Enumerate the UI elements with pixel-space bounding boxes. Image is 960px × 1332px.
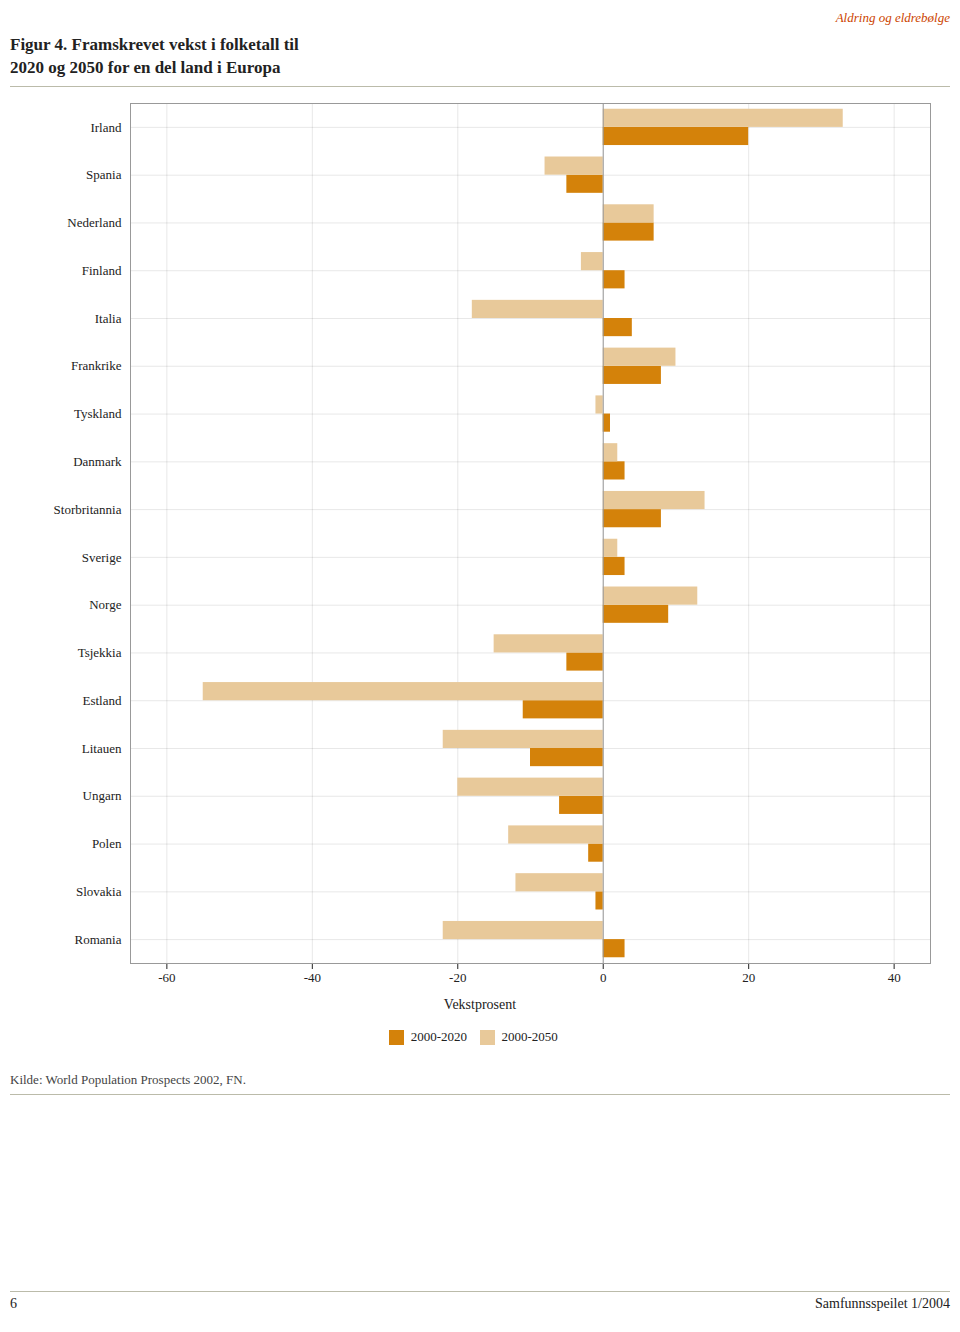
html-text:Figur 4. Framskrevet vekst i f: Figur 4. Framskrevet vekst i folketall t…	[10, 35, 299, 77]
svg-text:40: 40	[888, 970, 901, 985]
svg-text:Danmark: Danmark	[73, 454, 122, 469]
html-text:2000-2020: 2000-2020	[410, 1029, 467, 1045]
svg-text:20: 20	[742, 970, 755, 985]
svg-text:-20: -20	[449, 970, 466, 985]
html-text:Aldring og eldrebølge: Aldring og eldrebølge	[835, 10, 950, 25]
svg-text:Ungarn: Ungarn	[83, 788, 122, 803]
svg-text:-60: -60	[158, 970, 175, 985]
svg-text:Storbritannia: Storbritannia	[54, 502, 122, 517]
html-text:Samfunnsspeilet 1/2004: Samfunnsspeilet 1/2004	[815, 1296, 950, 1311]
svg-text:Tsjekkia: Tsjekkia	[78, 645, 122, 660]
svg-text:Finland: Finland	[82, 263, 122, 278]
svg-text:Italia: Italia	[95, 311, 122, 326]
html-text:Vekstprosent: Vekstprosent	[443, 996, 517, 1012]
html-text:6: 6	[10, 1296, 17, 1311]
svg-text:Frankrike: Frankrike	[71, 358, 122, 373]
svg-text:0: 0	[600, 970, 607, 985]
svg-text:Sverige: Sverige	[82, 549, 122, 564]
svg-text:Tyskland: Tyskland	[74, 406, 122, 421]
svg-text:Estland: Estland	[83, 693, 122, 708]
html-text:Kilde: World Population Prospe: Kilde: World Population Prospects 2002, …	[10, 1072, 246, 1088]
svg-text:Litauen: Litauen	[82, 741, 122, 756]
svg-text:Norge: Norge	[89, 597, 121, 612]
svg-text:Irland: Irland	[90, 119, 122, 134]
svg-text:Romania: Romania	[75, 932, 122, 947]
svg-text:Polen: Polen	[92, 836, 122, 851]
html-text:2000-2050: 2000-2050	[501, 1029, 558, 1045]
svg-text:Slovakia: Slovakia	[76, 884, 122, 899]
svg-text:-40: -40	[304, 970, 321, 985]
svg-text:Spania: Spania	[86, 167, 122, 182]
svg-text:Nederland: Nederland	[67, 215, 122, 230]
